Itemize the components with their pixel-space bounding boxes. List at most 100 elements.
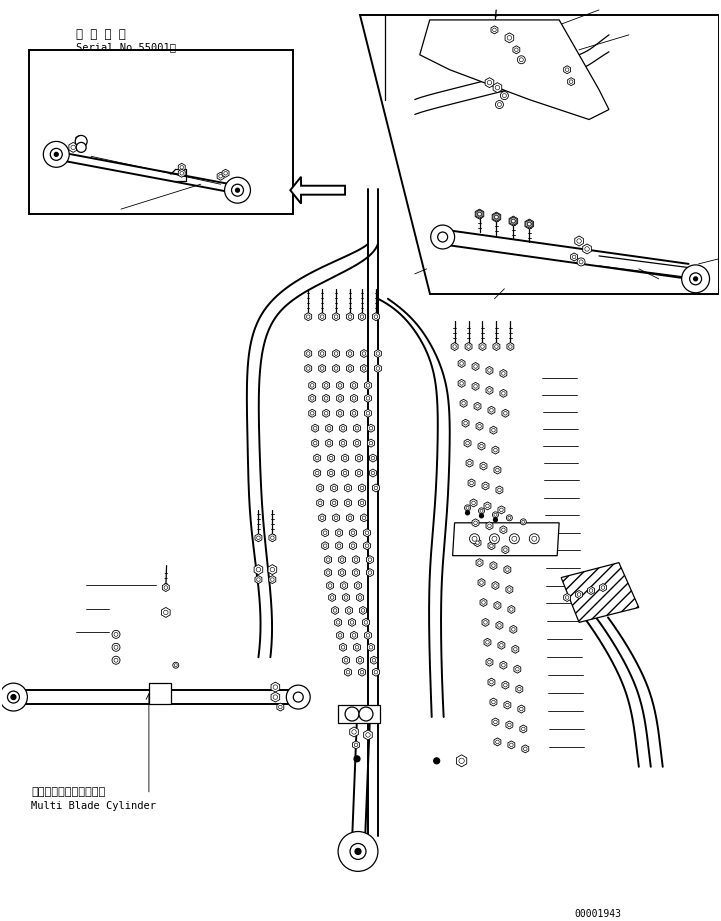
Circle shape: [257, 577, 260, 581]
Polygon shape: [309, 409, 316, 417]
Circle shape: [336, 621, 340, 624]
Circle shape: [319, 501, 322, 505]
Polygon shape: [451, 343, 458, 351]
Circle shape: [472, 536, 477, 542]
Polygon shape: [478, 442, 485, 450]
Polygon shape: [366, 555, 373, 564]
Polygon shape: [500, 526, 507, 534]
Circle shape: [578, 593, 581, 596]
Circle shape: [353, 397, 356, 400]
Polygon shape: [567, 77, 575, 86]
Polygon shape: [588, 587, 595, 595]
Polygon shape: [314, 469, 321, 477]
Polygon shape: [360, 365, 368, 372]
Polygon shape: [324, 555, 332, 564]
Polygon shape: [472, 363, 479, 370]
Polygon shape: [492, 718, 499, 726]
Polygon shape: [305, 365, 311, 372]
Circle shape: [589, 589, 593, 592]
Polygon shape: [358, 313, 366, 321]
Polygon shape: [337, 632, 343, 639]
Polygon shape: [366, 568, 373, 577]
Polygon shape: [319, 313, 326, 321]
Circle shape: [495, 100, 503, 109]
Polygon shape: [317, 484, 324, 492]
Circle shape: [515, 48, 518, 52]
Circle shape: [492, 512, 498, 518]
Polygon shape: [329, 593, 335, 601]
Polygon shape: [480, 599, 487, 606]
Polygon shape: [332, 365, 340, 372]
Circle shape: [335, 352, 338, 356]
Circle shape: [474, 385, 477, 388]
Polygon shape: [324, 568, 332, 577]
Polygon shape: [348, 618, 355, 626]
Polygon shape: [500, 661, 507, 670]
Polygon shape: [600, 584, 606, 591]
Polygon shape: [178, 163, 185, 171]
Polygon shape: [326, 425, 332, 432]
Polygon shape: [506, 586, 513, 593]
Circle shape: [516, 668, 519, 671]
Circle shape: [360, 501, 364, 505]
Circle shape: [256, 567, 261, 572]
Circle shape: [355, 441, 359, 445]
Circle shape: [366, 634, 370, 637]
Circle shape: [324, 383, 328, 387]
Circle shape: [492, 536, 497, 542]
Circle shape: [502, 528, 505, 531]
Circle shape: [577, 258, 585, 266]
Circle shape: [335, 516, 338, 519]
Polygon shape: [350, 632, 358, 639]
Circle shape: [306, 315, 310, 319]
Polygon shape: [342, 469, 348, 477]
Circle shape: [495, 603, 499, 607]
Polygon shape: [500, 390, 507, 397]
Circle shape: [376, 367, 380, 370]
Polygon shape: [350, 727, 358, 737]
Polygon shape: [498, 641, 505, 649]
Polygon shape: [488, 678, 495, 686]
Polygon shape: [340, 425, 347, 432]
Circle shape: [77, 137, 81, 141]
Circle shape: [494, 513, 497, 517]
Polygon shape: [510, 625, 517, 634]
Circle shape: [342, 584, 346, 588]
Circle shape: [328, 584, 332, 588]
Circle shape: [112, 630, 120, 638]
Circle shape: [490, 409, 493, 412]
Polygon shape: [76, 135, 83, 144]
Polygon shape: [342, 593, 350, 601]
Polygon shape: [462, 419, 469, 427]
Circle shape: [306, 352, 310, 356]
Circle shape: [508, 588, 511, 591]
Polygon shape: [365, 632, 371, 639]
Circle shape: [231, 184, 244, 196]
Polygon shape: [69, 143, 78, 152]
Polygon shape: [583, 244, 591, 254]
Polygon shape: [271, 692, 280, 702]
Circle shape: [476, 404, 479, 408]
Polygon shape: [505, 33, 513, 42]
Polygon shape: [458, 379, 465, 388]
Polygon shape: [217, 172, 224, 181]
Circle shape: [173, 662, 179, 669]
Polygon shape: [490, 562, 497, 569]
Polygon shape: [255, 576, 262, 584]
Circle shape: [371, 472, 375, 475]
Polygon shape: [353, 740, 360, 749]
Circle shape: [572, 255, 576, 259]
Circle shape: [466, 507, 469, 509]
Polygon shape: [506, 721, 513, 729]
Circle shape: [438, 232, 448, 242]
Polygon shape: [369, 469, 376, 477]
Circle shape: [338, 397, 342, 400]
Circle shape: [497, 624, 501, 627]
Polygon shape: [363, 618, 369, 626]
Circle shape: [338, 832, 378, 871]
Circle shape: [353, 383, 356, 387]
Polygon shape: [484, 638, 491, 647]
Circle shape: [340, 558, 344, 562]
Circle shape: [476, 541, 479, 544]
Circle shape: [527, 222, 531, 227]
